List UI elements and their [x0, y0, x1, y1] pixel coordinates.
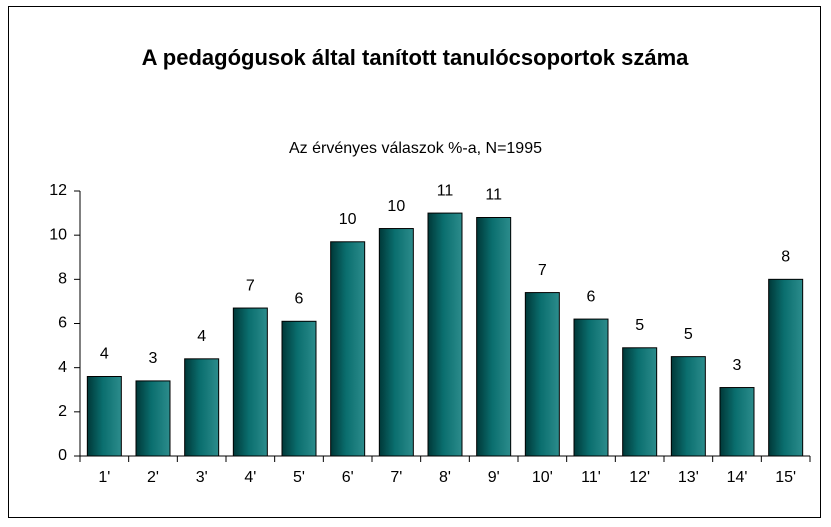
bar: [524, 292, 560, 457]
data-label: 7: [246, 277, 255, 294]
x-tick-label: 13': [678, 469, 699, 486]
y-tick-label: 8: [58, 271, 67, 288]
data-label: 11: [485, 187, 502, 204]
chart-title: A pedagógusok által tanított tanulócsopo…: [141, 45, 689, 70]
x-tick-label: 15': [775, 469, 796, 486]
data-label: 5: [684, 326, 693, 343]
x-tick-label: 10': [532, 469, 553, 486]
x-tick-label: 11': [581, 469, 601, 486]
bar: [184, 358, 220, 457]
x-tick-label: 4': [244, 469, 256, 486]
y-tick-label: 10: [49, 226, 67, 243]
bar: [768, 278, 804, 457]
data-label: 8: [781, 249, 790, 266]
data-label: 7: [538, 262, 547, 279]
bar: [476, 217, 512, 457]
x-tick-label: 12': [629, 469, 650, 486]
bar: [427, 212, 463, 457]
bar: [670, 356, 706, 457]
bar: [573, 318, 609, 457]
y-tick-label: 6: [58, 315, 67, 332]
bar: [281, 320, 317, 457]
data-label: 11: [437, 182, 454, 199]
data-label: 3: [733, 357, 742, 374]
y-tick-label: 2: [58, 403, 67, 420]
y-tick-label: 12: [49, 182, 67, 199]
data-label: 10: [387, 198, 405, 215]
bar: [232, 307, 268, 457]
x-tick-label: 1': [98, 469, 110, 486]
x-tick-label: 2': [147, 469, 159, 486]
y-tick-label: 4: [58, 359, 67, 376]
bar: [719, 387, 755, 457]
bar: [378, 228, 414, 457]
data-label: 4: [197, 328, 206, 345]
x-tick-label: 6': [342, 469, 354, 486]
data-label: 6: [587, 288, 596, 305]
data-label: 5: [635, 317, 644, 334]
bar: [86, 376, 122, 457]
data-label: 3: [149, 350, 158, 367]
x-tick-label: 5': [293, 469, 305, 486]
x-tick-label: 8': [439, 469, 451, 486]
data-label: 4: [100, 346, 109, 363]
x-tick-label: 7': [390, 469, 402, 486]
bar: [622, 347, 658, 457]
chart-subtitle: Az érvényes válaszok %-a, N=1995: [288, 140, 542, 157]
x-tick-label: 3': [196, 469, 208, 486]
x-tick-label: 14': [727, 469, 748, 486]
data-label: 10: [339, 211, 357, 228]
y-tick-label: 0: [58, 447, 67, 464]
chart-frame: [8, 6, 821, 518]
x-tick-label: 9': [488, 469, 500, 486]
bar: [330, 241, 366, 457]
bar: [135, 380, 171, 457]
data-label: 6: [295, 291, 304, 308]
